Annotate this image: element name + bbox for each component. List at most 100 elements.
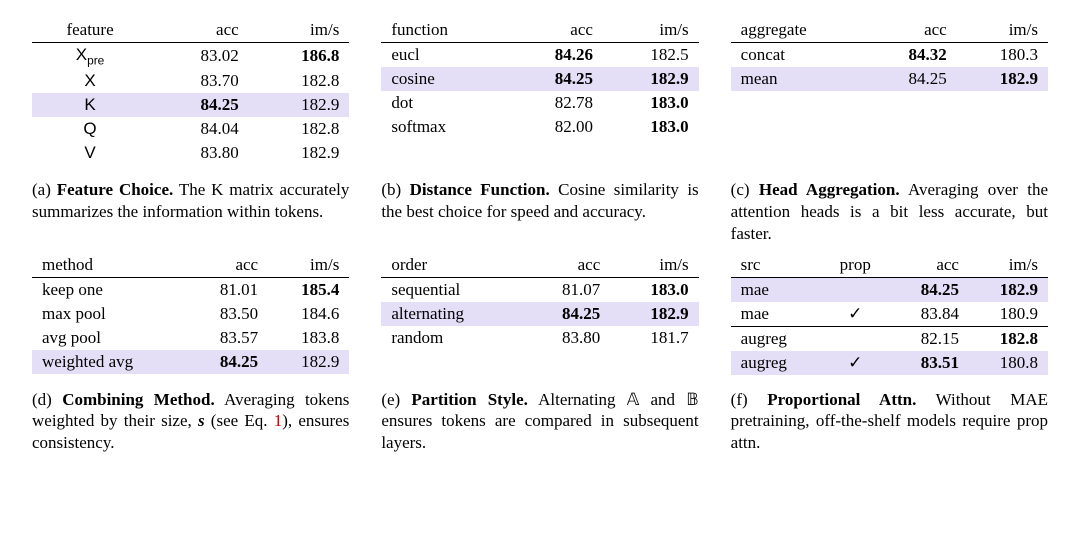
cell: 84.04 <box>148 117 249 141</box>
cell: X <box>32 69 148 93</box>
cell: 182.9 <box>957 67 1048 91</box>
cell: mae <box>731 302 821 327</box>
cell: K <box>32 93 148 117</box>
cell: 83.80 <box>148 141 249 165</box>
table-row: K 84.25 182.9 <box>32 93 349 117</box>
cell: 84.32 <box>865 43 956 68</box>
caption-tag: (d) <box>32 390 52 409</box>
cell: 84.25 <box>865 67 956 91</box>
cell: 84.26 <box>507 43 603 68</box>
table-row: max pool 83.50 184.6 <box>32 302 349 326</box>
table-row: mae 84.25 182.9 <box>731 277 1048 302</box>
col-header: acc <box>865 18 956 43</box>
cell: 182.9 <box>268 350 349 374</box>
cell: sequential <box>381 277 522 302</box>
caption-b: (b) Distance Function. Cosine similarity… <box>381 179 698 244</box>
cell: alternating <box>381 302 522 326</box>
table-e: order acc im/s sequential 81.07 183.0 al… <box>381 253 698 350</box>
table-row: mae ✓ 83.84 180.9 <box>731 302 1048 327</box>
table-row: concat 84.32 180.3 <box>731 43 1048 68</box>
cell: ✓ <box>821 351 890 375</box>
col-header: acc <box>148 18 249 43</box>
col-header: im/s <box>610 253 698 278</box>
table-d: method acc im/s keep one 81.01 185.4 max… <box>32 253 349 374</box>
cell: 182.9 <box>603 67 699 91</box>
col-header: acc <box>507 18 603 43</box>
caption-e: (e) Partition Style. Alternating 𝔸 and 𝔹… <box>381 389 698 454</box>
cell: 83.02 <box>148 43 249 70</box>
caption-c: (c) Head Aggregation. Averaging over the… <box>731 179 1048 244</box>
cell: max pool <box>32 302 187 326</box>
cell: dot <box>381 91 507 115</box>
cell: 181.7 <box>610 326 698 350</box>
caption-tag: (f) <box>731 390 748 409</box>
cell: 82.00 <box>507 115 603 139</box>
cell: 81.07 <box>522 277 610 302</box>
col-header: im/s <box>268 253 349 278</box>
table-row: mean 84.25 182.9 <box>731 67 1048 91</box>
cell: 186.8 <box>249 43 350 70</box>
cell: 83.80 <box>522 326 610 350</box>
cell: 83.51 <box>890 351 969 375</box>
cell: 81.01 <box>187 277 268 302</box>
col-header: im/s <box>603 18 699 43</box>
subtable-grid: feature acc im/s Xpre 83.02 186.8 X 83.7… <box>32 18 1048 454</box>
cell: 182.8 <box>249 69 350 93</box>
table-row: augreg 82.15 182.8 <box>731 326 1048 351</box>
table-row: eucl 84.26 182.5 <box>381 43 698 68</box>
cell: 84.25 <box>522 302 610 326</box>
cell: 184.6 <box>268 302 349 326</box>
cell: 183.0 <box>603 91 699 115</box>
col-header: acc <box>890 253 969 278</box>
col-header: order <box>381 253 522 278</box>
cell: 182.9 <box>249 141 350 165</box>
table-a: feature acc im/s Xpre 83.02 186.8 X 83.7… <box>32 18 349 165</box>
cell: 82.78 <box>507 91 603 115</box>
table-row: sequential 81.07 183.0 <box>381 277 698 302</box>
col-header: feature <box>32 18 148 43</box>
caption-title: Feature Choice. <box>57 180 174 199</box>
panel-b: function acc im/s eucl 84.26 182.5 cosin… <box>381 18 698 165</box>
caption-title: Proportional Attn. <box>767 390 916 409</box>
cell: 84.25 <box>148 93 249 117</box>
table-row: cosine 84.25 182.9 <box>381 67 698 91</box>
cell: ✓ <box>821 302 890 327</box>
cell: V <box>32 141 148 165</box>
cell <box>821 277 890 302</box>
cell: 185.4 <box>268 277 349 302</box>
panel-d: method acc im/s keep one 81.01 185.4 max… <box>32 253 349 375</box>
table-row: Xpre 83.02 186.8 <box>32 43 349 70</box>
caption-d: (d) Combining Method. Averaging tokens w… <box>32 389 349 454</box>
cell: 182.8 <box>249 117 350 141</box>
cell: 183.8 <box>268 326 349 350</box>
cell: 182.9 <box>249 93 350 117</box>
cell: 83.70 <box>148 69 249 93</box>
cell: 182.5 <box>603 43 699 68</box>
col-header: im/s <box>957 18 1048 43</box>
table-row: random 83.80 181.7 <box>381 326 698 350</box>
caption-a: (a) Feature Choice. The K matrix accurat… <box>32 179 349 244</box>
cell: 84.25 <box>507 67 603 91</box>
caption-tag: (e) <box>381 390 400 409</box>
table-c: aggregate acc im/s concat 84.32 180.3 me… <box>731 18 1048 91</box>
panel-e: order acc im/s sequential 81.07 183.0 al… <box>381 253 698 375</box>
table-row: keep one 81.01 185.4 <box>32 277 349 302</box>
cell: weighted avg <box>32 350 187 374</box>
cell: 183.0 <box>603 115 699 139</box>
caption-tag: (a) <box>32 180 51 199</box>
table-f: src prop acc im/s mae 84.25 182.9 mae ✓ … <box>731 253 1048 375</box>
cell: concat <box>731 43 866 68</box>
caption-title: Partition Style. <box>411 390 527 409</box>
cell: 182.8 <box>969 326 1048 351</box>
cell: 84.25 <box>187 350 268 374</box>
cell: Xpre <box>32 43 148 70</box>
cell: keep one <box>32 277 187 302</box>
table-row: Q 84.04 182.8 <box>32 117 349 141</box>
cell: cosine <box>381 67 507 91</box>
cell: Q <box>32 117 148 141</box>
panel-c: aggregate acc im/s concat 84.32 180.3 me… <box>731 18 1048 165</box>
col-header: im/s <box>969 253 1048 278</box>
caption-title: Combining Method. <box>62 390 215 409</box>
cell: softmax <box>381 115 507 139</box>
panel-f: src prop acc im/s mae 84.25 182.9 mae ✓ … <box>731 253 1048 375</box>
